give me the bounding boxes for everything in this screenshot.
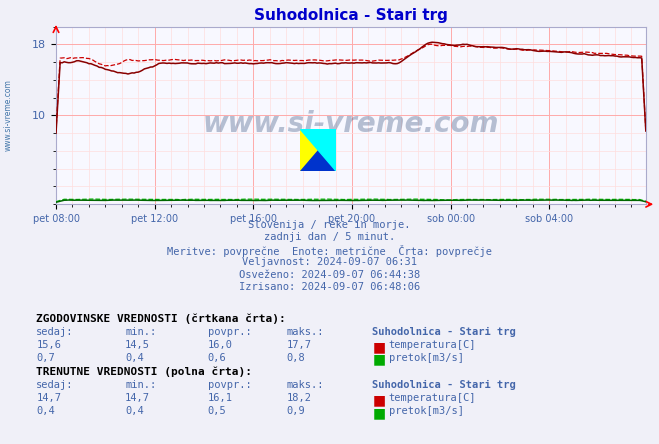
Text: ■: ■: [372, 340, 386, 354]
Text: 0,7: 0,7: [36, 353, 55, 363]
Text: ■: ■: [372, 406, 386, 420]
Text: zadnji dan / 5 minut.: zadnji dan / 5 minut.: [264, 232, 395, 242]
Text: ■: ■: [372, 353, 386, 367]
Text: Veljavnost: 2024-09-07 06:31: Veljavnost: 2024-09-07 06:31: [242, 257, 417, 267]
Text: sedaj:: sedaj:: [36, 380, 74, 390]
Text: 0,8: 0,8: [287, 353, 305, 363]
Text: Slovenija / reke in morje.: Slovenija / reke in morje.: [248, 220, 411, 230]
Text: 0,4: 0,4: [125, 353, 144, 363]
Text: sedaj:: sedaj:: [36, 326, 74, 337]
Text: 0,6: 0,6: [208, 353, 226, 363]
Text: pretok[m3/s]: pretok[m3/s]: [389, 353, 464, 363]
Polygon shape: [300, 129, 336, 171]
Text: min.:: min.:: [125, 326, 156, 337]
Text: temperatura[C]: temperatura[C]: [389, 393, 476, 403]
Text: 0,4: 0,4: [36, 406, 55, 416]
Text: 17,7: 17,7: [287, 340, 312, 350]
Text: TRENUTNE VREDNOSTI (polna črta):: TRENUTNE VREDNOSTI (polna črta):: [36, 366, 252, 377]
Polygon shape: [300, 129, 336, 171]
Text: Meritve: povprečne  Enote: metrične  Črta: povprečje: Meritve: povprečne Enote: metrične Črta:…: [167, 245, 492, 257]
Text: 18,2: 18,2: [287, 393, 312, 403]
Text: ■: ■: [372, 393, 386, 407]
Text: Suhodolnica - Stari trg: Suhodolnica - Stari trg: [372, 380, 516, 390]
Text: 0,9: 0,9: [287, 406, 305, 416]
Text: 14,7: 14,7: [36, 393, 61, 403]
Text: maks.:: maks.:: [287, 380, 324, 390]
Text: Izrisano: 2024-09-07 06:48:06: Izrisano: 2024-09-07 06:48:06: [239, 282, 420, 292]
Text: pretok[m3/s]: pretok[m3/s]: [389, 406, 464, 416]
Text: povpr.:: povpr.:: [208, 380, 251, 390]
Text: www.si-vreme.com: www.si-vreme.com: [4, 79, 13, 151]
Text: 0,4: 0,4: [125, 406, 144, 416]
Text: www.si-vreme.com: www.si-vreme.com: [203, 110, 499, 139]
Text: 0,5: 0,5: [208, 406, 226, 416]
Text: 14,7: 14,7: [125, 393, 150, 403]
Title: Suhodolnica - Stari trg: Suhodolnica - Stari trg: [254, 8, 448, 23]
Text: Suhodolnica - Stari trg: Suhodolnica - Stari trg: [372, 326, 516, 337]
Text: povpr.:: povpr.:: [208, 326, 251, 337]
Text: 15,6: 15,6: [36, 340, 61, 350]
Text: temperatura[C]: temperatura[C]: [389, 340, 476, 350]
Polygon shape: [300, 129, 336, 171]
Text: 16,0: 16,0: [208, 340, 233, 350]
Text: Osveženo: 2024-09-07 06:44:38: Osveženo: 2024-09-07 06:44:38: [239, 270, 420, 280]
Text: maks.:: maks.:: [287, 326, 324, 337]
Text: min.:: min.:: [125, 380, 156, 390]
Text: 14,5: 14,5: [125, 340, 150, 350]
Text: 16,1: 16,1: [208, 393, 233, 403]
Text: ZGODOVINSKE VREDNOSTI (črtkana črta):: ZGODOVINSKE VREDNOSTI (črtkana črta):: [36, 313, 286, 324]
